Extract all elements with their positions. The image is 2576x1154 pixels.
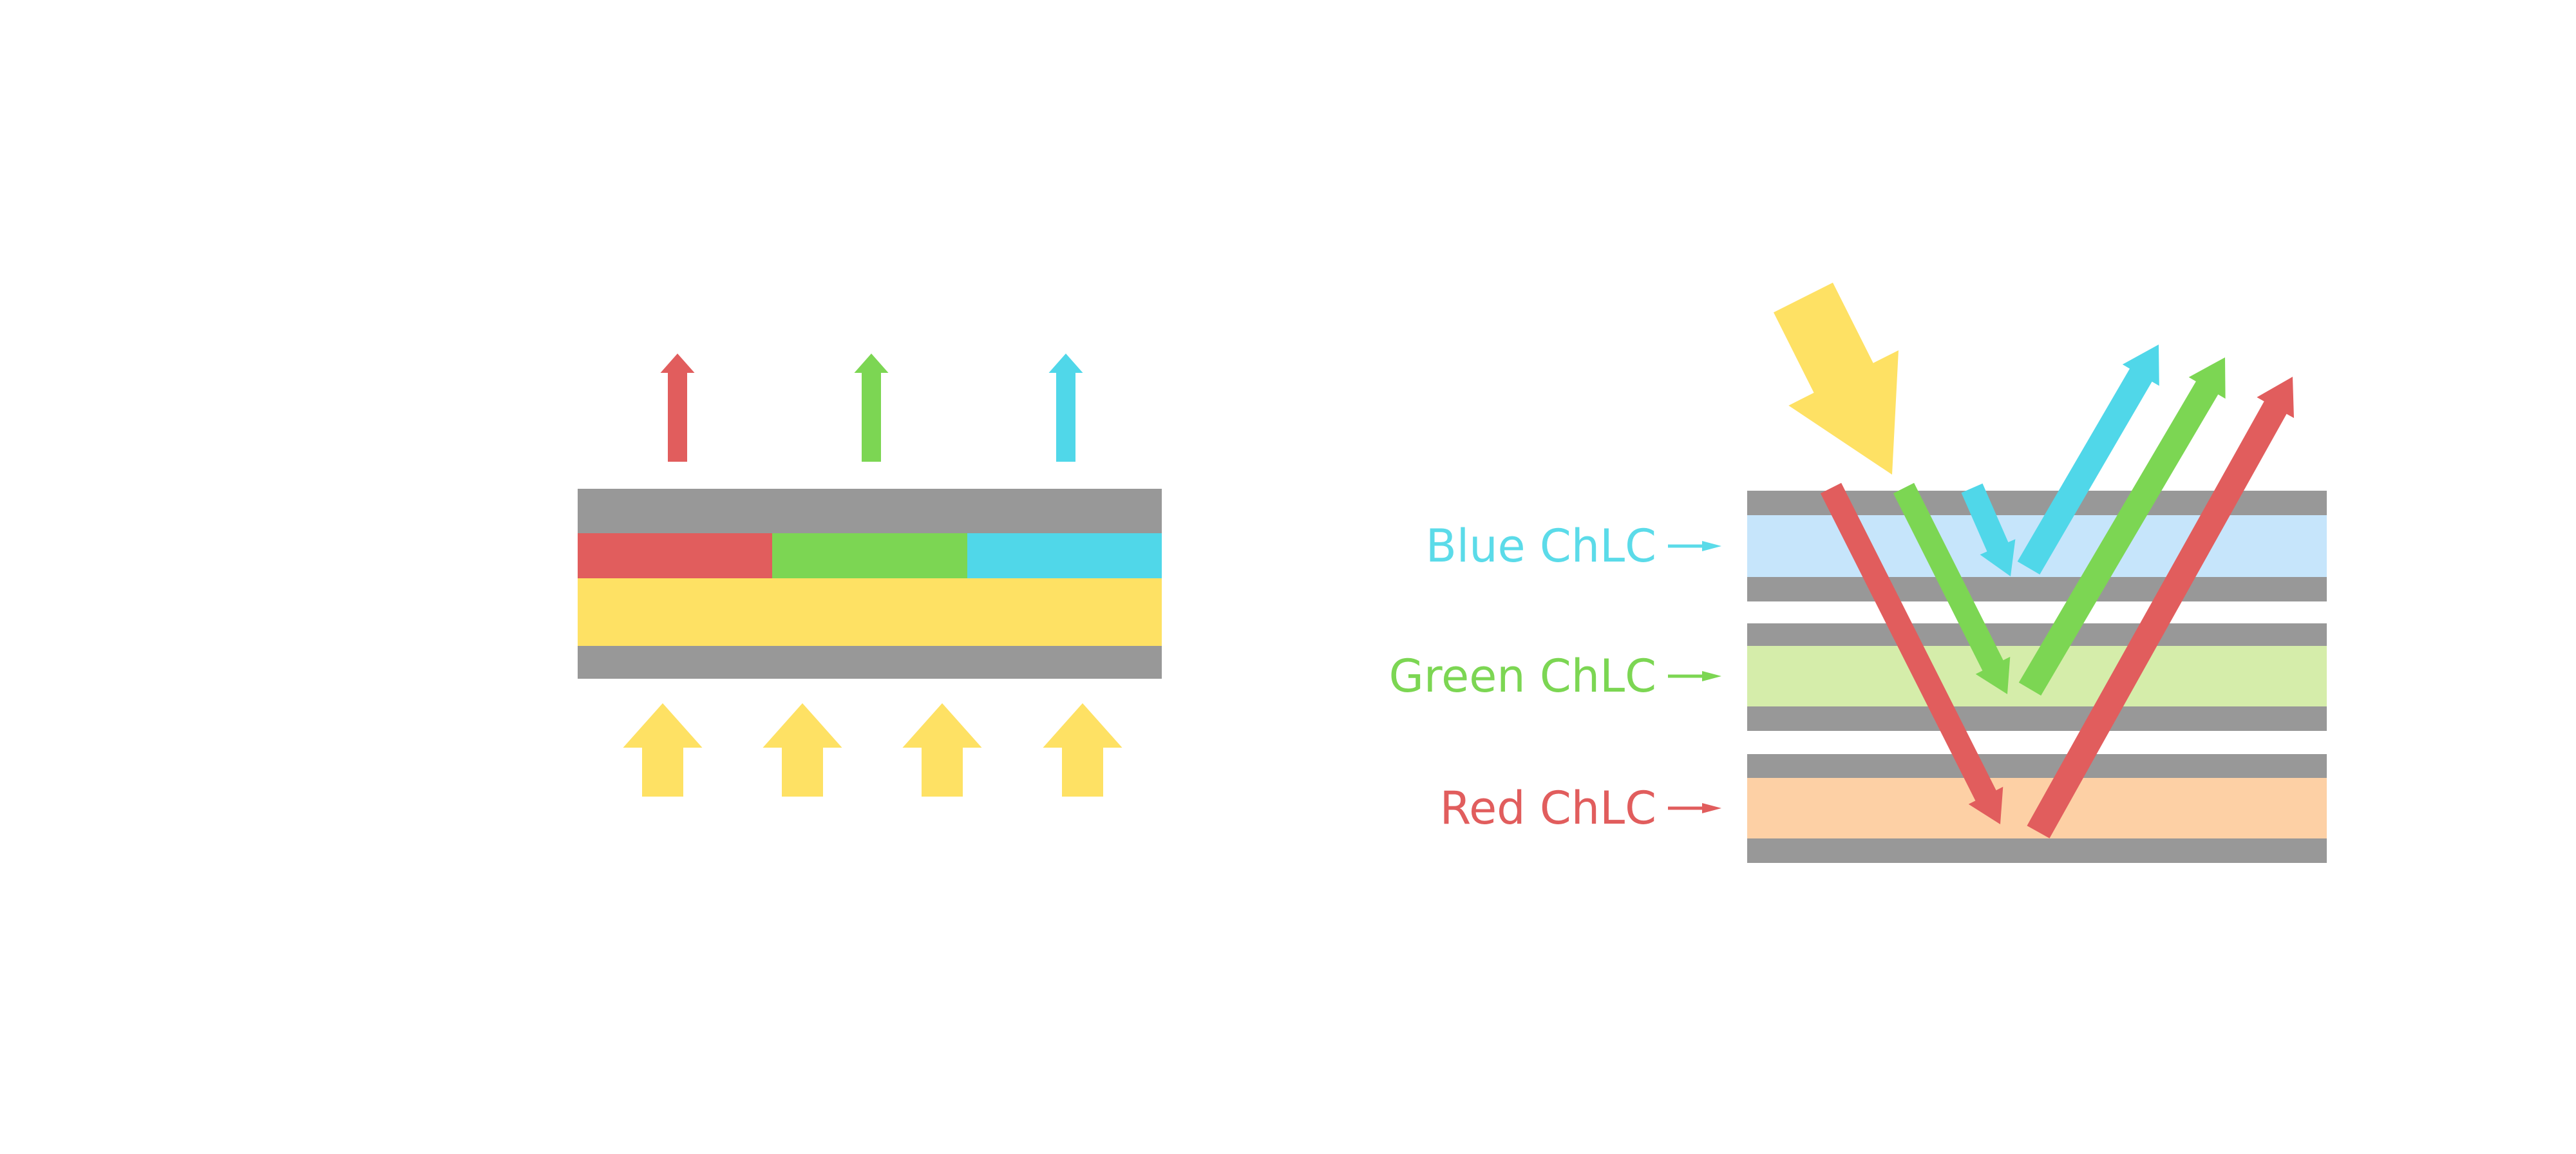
yellow-up-arrow-icon <box>762 703 842 797</box>
green-right-arrow-icon <box>1668 671 1721 681</box>
red-filter-segment <box>578 533 772 578</box>
cyan-right-arrow-icon <box>1668 541 1721 551</box>
blue-chlc-label: Blue ChLC <box>1425 520 1656 572</box>
yellow-diagonal-down-arrow-icon <box>1774 282 1899 475</box>
cyan-up-arrow-icon <box>1048 354 1083 462</box>
blue-chlc-layer <box>1747 515 2327 577</box>
right-substrate-band-3 <box>1747 623 2327 646</box>
right-substrate-band-6 <box>1747 838 2327 863</box>
yellow-up-arrow-icon <box>623 703 703 797</box>
red-right-arrow-icon <box>1668 803 1721 813</box>
left-bottom-substrate-layer <box>578 646 1162 679</box>
red-chlc-label: Red ChLC <box>1439 782 1656 835</box>
red-chlc-layer <box>1747 778 2327 838</box>
yellow-up-arrow-icon <box>1043 703 1122 797</box>
left-top-substrate-layer <box>578 489 1162 533</box>
green-chlc-label: Green ChLC <box>1388 650 1656 703</box>
cyan-filter-segment <box>967 533 1162 578</box>
yellow-up-arrow-icon <box>902 703 982 797</box>
right-substrate-band-1 <box>1747 491 2327 515</box>
right-substrate-band-5 <box>1747 754 2327 778</box>
right-substrate-band-2 <box>1747 577 2327 601</box>
green-filter-segment <box>772 533 967 578</box>
green-chlc-layer <box>1747 646 2327 706</box>
yellow-backlight-layer <box>578 578 1162 646</box>
red-up-arrow-icon <box>660 354 695 462</box>
green-up-arrow-icon <box>854 354 889 462</box>
right-substrate-band-4 <box>1747 706 2327 731</box>
